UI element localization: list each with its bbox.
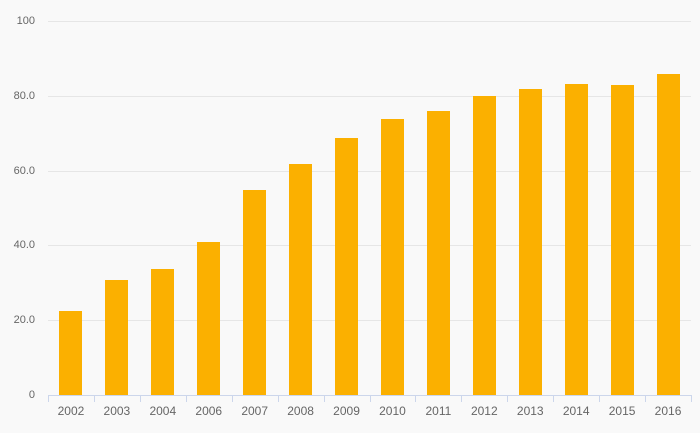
x-axis-tick-label: 2004 [149, 404, 177, 418]
x-axis-line [48, 395, 692, 396]
bar-2014[interactable] [564, 84, 588, 395]
y-axis-tick-label: 0 [28, 389, 35, 401]
x-axis-tick-label: 2006 [195, 404, 223, 418]
x-axis-tick [599, 396, 601, 402]
x-axis-tick-label: 2013 [516, 404, 544, 418]
bar-2006[interactable] [197, 242, 221, 395]
bar-2015[interactable] [610, 84, 634, 395]
x-axis-tick-label: 2014 [562, 404, 590, 418]
x-axis-tick-label: 2002 [57, 404, 85, 418]
bar-2002[interactable] [59, 310, 83, 395]
gridline [48, 245, 691, 247]
x-axis-tick [461, 396, 463, 402]
gridline [48, 95, 691, 97]
y-axis-tick-label: 20.0 [13, 314, 35, 327]
bar-2010[interactable] [380, 119, 404, 395]
x-axis-tick-label: 2011 [425, 404, 452, 418]
bar-2009[interactable] [335, 137, 359, 395]
gridline [48, 170, 691, 172]
y-axis-tick-label: 80.0 [13, 89, 35, 102]
x-axis-tick-label: 2012 [470, 404, 498, 418]
x-axis-tick-label: 2015 [608, 404, 636, 418]
y-axis-tick-label: 40.0 [13, 239, 35, 252]
x-axis-tick [507, 396, 509, 402]
bar-2004[interactable] [151, 268, 175, 395]
x-axis-tick [185, 396, 187, 402]
x-axis-tick [691, 396, 692, 402]
x-axis-tick [323, 396, 325, 402]
x-axis-tick [369, 396, 371, 402]
x-axis-tick [553, 396, 555, 402]
x-axis-tick [277, 396, 279, 402]
x-axis-tick-label: 2009 [333, 404, 360, 418]
x-axis-tick-label: 2016 [654, 404, 682, 418]
bar-2008[interactable] [289, 164, 313, 395]
x-axis-tick [48, 396, 49, 402]
bar-2011[interactable] [426, 110, 450, 395]
x-axis-tick-label: 2010 [379, 404, 406, 418]
x-axis-tick [139, 396, 141, 402]
y-axis-tick-label: 100 [16, 15, 35, 27]
x-axis-tick [415, 396, 417, 402]
x-axis-tick-label: 2007 [241, 404, 269, 418]
bar-2012[interactable] [472, 95, 496, 395]
y-axis-tick-label: 60.0 [13, 164, 35, 177]
bar-2007[interactable] [243, 190, 267, 395]
gridline [48, 21, 691, 22]
bar-2013[interactable] [518, 89, 542, 395]
x-axis-tick-label: 2008 [287, 404, 314, 418]
gridline [48, 320, 691, 322]
bar-2003[interactable] [105, 279, 129, 395]
x-axis-tick-label: 2003 [103, 404, 131, 418]
plot-area [48, 21, 691, 395]
bar-2016[interactable] [656, 74, 680, 395]
x-axis-tick [231, 396, 233, 402]
x-axis-tick [645, 396, 647, 402]
x-axis-tick [93, 396, 95, 402]
